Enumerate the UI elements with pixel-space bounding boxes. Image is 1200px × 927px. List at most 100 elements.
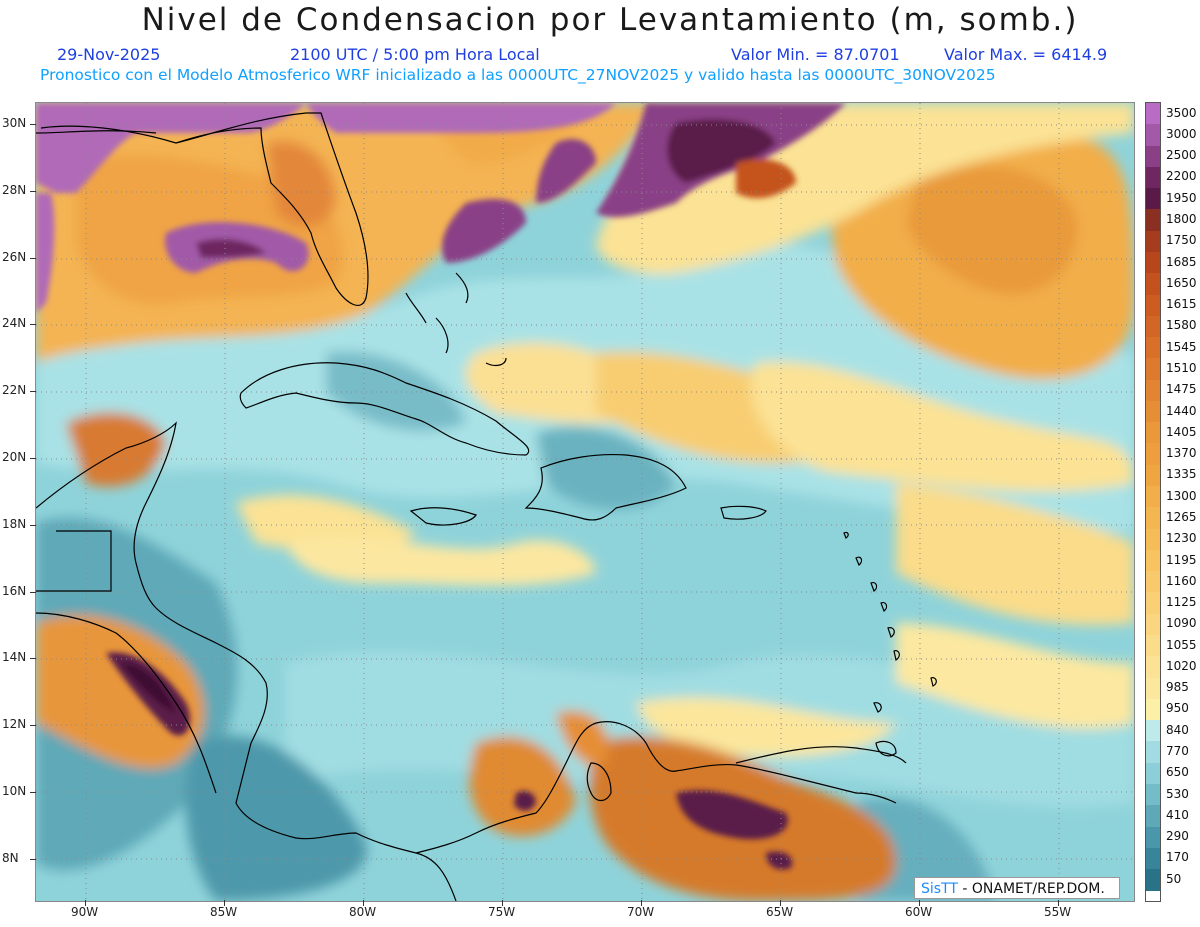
colorbar-swatch <box>1146 124 1160 147</box>
lat-label: 16N <box>2 583 27 598</box>
lon-label: 65W <box>766 905 794 919</box>
colorbar-swatch <box>1146 507 1160 530</box>
lat-label: 28N <box>2 182 27 197</box>
lon-label: 85W <box>210 905 238 919</box>
lat-label: 14N <box>2 650 27 665</box>
credit-brand: SisTT <box>921 881 958 897</box>
lon-label: 55W <box>1044 905 1072 919</box>
colorbar-label: 2500 <box>1166 148 1197 163</box>
lat-tick <box>30 725 36 727</box>
colorbar-swatch <box>1146 762 1160 785</box>
lat-label: 20N <box>2 450 27 464</box>
colorbar-label: 1090 <box>1166 616 1197 631</box>
graticule <box>36 103 1134 901</box>
lat-label: 30N <box>2 116 27 130</box>
credit-org: - ONAMET/REP.DOM. <box>957 881 1105 897</box>
lon-tick <box>502 900 503 906</box>
credit-box: SisTT - ONAMET/REP.DOM. <box>914 877 1120 899</box>
lat-tick <box>30 324 36 326</box>
value-max: Valor Max. = 6414.9 <box>944 45 1108 64</box>
forecast-time: 2100 UTC / 5:00 pm Hora Local <box>290 45 540 64</box>
colorbar-swatch <box>1146 656 1160 679</box>
lat-tick <box>30 391 36 393</box>
lon-tick <box>224 900 225 906</box>
colorbar-label: 1370 <box>1166 446 1197 461</box>
colorbar-swatch <box>1146 294 1160 317</box>
colorbar-label: 1650 <box>1166 275 1197 290</box>
colorbar-label: 410 <box>1166 807 1189 822</box>
colorbar-swatch <box>1146 188 1160 210</box>
colorbar <box>1145 102 1161 902</box>
colorbar-swatch <box>1146 273 1160 296</box>
lat-tick <box>30 190 36 192</box>
coastlines <box>36 112 937 901</box>
lon-tick <box>1058 900 1059 906</box>
colorbar-label: 1475 <box>1166 382 1197 397</box>
colorbar-swatch <box>1146 571 1160 594</box>
colorbar-label: 650 <box>1166 765 1189 780</box>
colorbar-swatch <box>1146 209 1160 232</box>
colorbar-swatch <box>1146 486 1160 508</box>
lon-tick <box>919 900 920 906</box>
colorbar-label: 1265 <box>1166 509 1197 524</box>
colorbar-label: 1160 <box>1166 573 1197 588</box>
colorbar-label: 170 <box>1166 850 1189 865</box>
lon-tick <box>85 900 86 906</box>
map-area[interactable] <box>35 102 1135 902</box>
colorbar-swatch <box>1146 592 1160 615</box>
colorbar-label: 2200 <box>1166 169 1197 184</box>
value-min: Valor Min. = 87.0701 <box>731 45 900 64</box>
colorbar-swatch <box>1146 400 1160 423</box>
lat-tick <box>30 591 36 593</box>
lat-label: 22N <box>2 383 27 398</box>
map-title: Nivel de Condensacion por Levantamiento … <box>141 2 1079 38</box>
colorbar-label: 3000 <box>1166 126 1197 141</box>
colorbar-swatch <box>1146 422 1160 445</box>
colorbar-label: 1230 <box>1166 531 1197 546</box>
colorbar-label: 985 <box>1166 680 1189 695</box>
colorbar-label: 1300 <box>1166 488 1197 503</box>
colorbar-label: 1580 <box>1166 318 1197 333</box>
lat-tick <box>30 257 36 259</box>
colorbar-label: 1405 <box>1166 424 1197 439</box>
model-info: Pronostico con el Modelo Atmosferico WRF… <box>40 66 996 84</box>
lat-tick <box>30 124 36 125</box>
colorbar-label: 50 <box>1166 871 1182 886</box>
colorbar-label: 1615 <box>1166 297 1197 312</box>
colorbar-label: 290 <box>1166 829 1189 844</box>
colorbar-label: 950 <box>1166 701 1189 716</box>
colorbar-label: 3500 <box>1166 105 1197 120</box>
colorbar-swatch <box>1146 741 1160 764</box>
shading-layer <box>36 103 1134 901</box>
colorbar-label: 1055 <box>1166 637 1197 652</box>
lat-label: 26N <box>2 249 27 264</box>
lat-label: 12N <box>2 717 27 732</box>
colorbar-swatch <box>1146 464 1160 487</box>
colorbar-label: 1335 <box>1166 467 1197 482</box>
lat-tick <box>30 792 36 793</box>
forecast-date: 29-Nov-2025 <box>57 45 161 64</box>
colorbar-swatch <box>1146 783 1160 806</box>
lon-tick <box>780 900 781 906</box>
lat-label: 8N <box>2 850 19 865</box>
lat-tick <box>30 458 36 459</box>
lon-label: 80W <box>349 905 377 919</box>
lon-label: 75W <box>488 905 516 919</box>
colorbar-swatch <box>1146 337 1160 359</box>
lon-label: 70W <box>627 905 655 919</box>
colorbar-label: 1020 <box>1166 658 1197 673</box>
colorbar-swatch <box>1146 358 1160 381</box>
colorbar-swatch <box>1146 230 1160 253</box>
colorbar-label: 1750 <box>1166 233 1197 248</box>
colorbar-swatch <box>1146 549 1160 572</box>
colorbar-swatch <box>1146 103 1160 125</box>
colorbar-swatch <box>1146 826 1160 849</box>
colorbar-swatch <box>1146 869 1160 891</box>
map-canvas <box>36 103 1134 901</box>
colorbar-label: 840 <box>1166 722 1189 737</box>
lon-label: 60W <box>905 905 933 919</box>
colorbar-swatch <box>1146 315 1160 338</box>
colorbar-label: 1440 <box>1166 403 1197 418</box>
colorbar-label: 530 <box>1166 786 1189 801</box>
colorbar-swatch <box>1146 635 1160 657</box>
